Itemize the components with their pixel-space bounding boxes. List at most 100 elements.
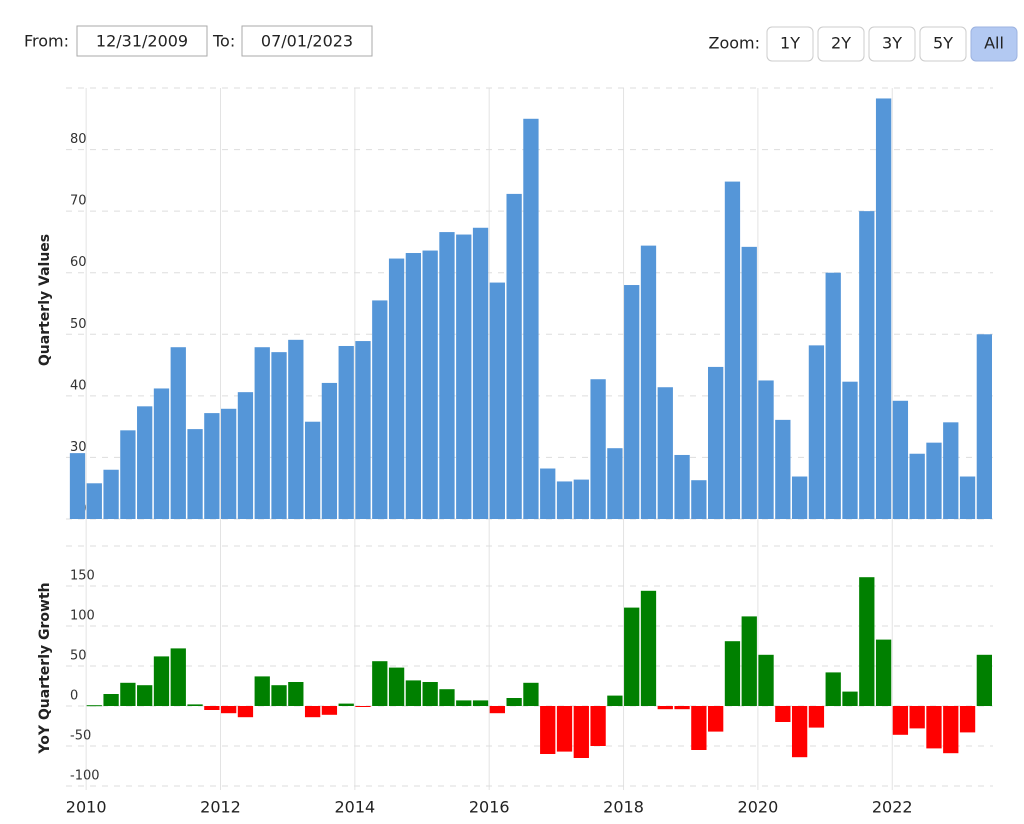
bar bbox=[624, 607, 640, 706]
bar bbox=[288, 339, 304, 519]
zoom-button[interactable] bbox=[817, 26, 865, 62]
bar bbox=[875, 98, 892, 520]
bar bbox=[489, 706, 505, 714]
bar bbox=[624, 285, 640, 519]
zoom-buttons: 1Y 2Y 3Y 5Y All bbox=[766, 26, 1018, 62]
bar bbox=[472, 700, 489, 706]
bar bbox=[573, 706, 589, 758]
bar bbox=[170, 648, 186, 706]
bar bbox=[691, 480, 707, 519]
bar bbox=[304, 421, 321, 519]
zoom-button-label[interactable]: All bbox=[984, 34, 1004, 53]
bar bbox=[640, 245, 657, 519]
bar bbox=[254, 347, 270, 519]
bar bbox=[304, 706, 321, 718]
bar bbox=[540, 468, 556, 519]
bar bbox=[338, 703, 354, 706]
bar bbox=[137, 685, 153, 706]
bar bbox=[556, 706, 573, 752]
bar bbox=[808, 706, 825, 728]
y-tick-label: 100 bbox=[70, 609, 95, 624]
zoom-button[interactable] bbox=[868, 26, 916, 62]
y-axis-title: YoY Quarterly Growth bbox=[37, 582, 53, 754]
zoom-button-label[interactable]: 5Y bbox=[933, 34, 953, 53]
bar bbox=[808, 345, 825, 519]
bar bbox=[288, 682, 304, 706]
bar bbox=[741, 616, 757, 706]
bar bbox=[153, 388, 170, 519]
zoom-button-label[interactable]: 3Y bbox=[882, 34, 902, 53]
bar bbox=[590, 379, 606, 519]
bar bbox=[237, 706, 254, 718]
bar bbox=[489, 282, 505, 519]
bar bbox=[523, 118, 539, 520]
bar bbox=[859, 577, 875, 706]
to-input[interactable] bbox=[241, 25, 373, 57]
bar bbox=[758, 654, 774, 706]
bar bbox=[338, 345, 354, 519]
y-axis-title: Quarterly Values bbox=[37, 234, 53, 366]
zoom-button-label[interactable]: 2Y bbox=[831, 34, 851, 53]
y-tick-label: 80 bbox=[70, 132, 87, 147]
bar bbox=[103, 694, 119, 706]
y-tick-label: 70 bbox=[70, 194, 87, 209]
bar bbox=[137, 406, 153, 519]
bar bbox=[607, 448, 623, 519]
bar bbox=[674, 454, 690, 519]
y-tick-label: 40 bbox=[70, 378, 87, 393]
bar bbox=[791, 476, 808, 519]
x-tick-label: 2018 bbox=[603, 798, 644, 817]
bar bbox=[86, 705, 102, 707]
y-tick-label: 30 bbox=[70, 440, 87, 455]
bar bbox=[909, 706, 925, 729]
zoom-button[interactable] bbox=[919, 26, 967, 62]
bar bbox=[976, 334, 992, 519]
bar bbox=[103, 469, 119, 519]
bar bbox=[892, 400, 909, 519]
x-tick-label: 2010 bbox=[66, 798, 107, 817]
bar bbox=[791, 706, 808, 758]
to-value[interactable]: 07/01/2023 bbox=[261, 32, 353, 51]
x-tick-label: 2012 bbox=[200, 798, 241, 817]
bar bbox=[422, 682, 438, 706]
bar bbox=[237, 392, 254, 519]
bar bbox=[120, 430, 136, 519]
zoom-button[interactable] bbox=[970, 26, 1018, 62]
bar bbox=[573, 479, 589, 519]
bar bbox=[405, 253, 422, 520]
bar bbox=[943, 706, 959, 754]
y-tick-label: -100 bbox=[70, 769, 100, 784]
bar bbox=[590, 706, 606, 746]
bar bbox=[691, 706, 707, 750]
bar bbox=[859, 211, 875, 519]
zoom-button-label[interactable]: 1Y bbox=[780, 34, 800, 53]
x-tick-label: 2022 bbox=[872, 798, 913, 817]
bar bbox=[741, 246, 757, 519]
bar bbox=[372, 300, 388, 519]
y-tick-label: 50 bbox=[70, 317, 87, 332]
bar bbox=[506, 698, 522, 706]
bar bbox=[120, 682, 136, 706]
bar bbox=[724, 181, 741, 520]
from-input[interactable] bbox=[76, 25, 208, 57]
bar bbox=[926, 706, 942, 749]
bar bbox=[388, 258, 405, 519]
bar bbox=[657, 387, 673, 519]
from-value[interactable]: 12/31/2009 bbox=[96, 32, 188, 51]
y-tick-label: 0 bbox=[70, 689, 78, 704]
zoom-button[interactable] bbox=[766, 26, 814, 62]
bar bbox=[607, 695, 623, 706]
bar bbox=[271, 352, 287, 519]
bar bbox=[170, 347, 186, 519]
bar bbox=[355, 706, 371, 707]
bar bbox=[926, 442, 942, 519]
bar bbox=[187, 704, 203, 706]
bar bbox=[825, 672, 841, 706]
bar bbox=[640, 590, 657, 706]
x-tick-label: 2016 bbox=[469, 798, 510, 817]
bar bbox=[775, 706, 791, 722]
y-tick-label: -50 bbox=[70, 729, 91, 744]
bar bbox=[439, 232, 455, 519]
bar bbox=[221, 706, 237, 714]
